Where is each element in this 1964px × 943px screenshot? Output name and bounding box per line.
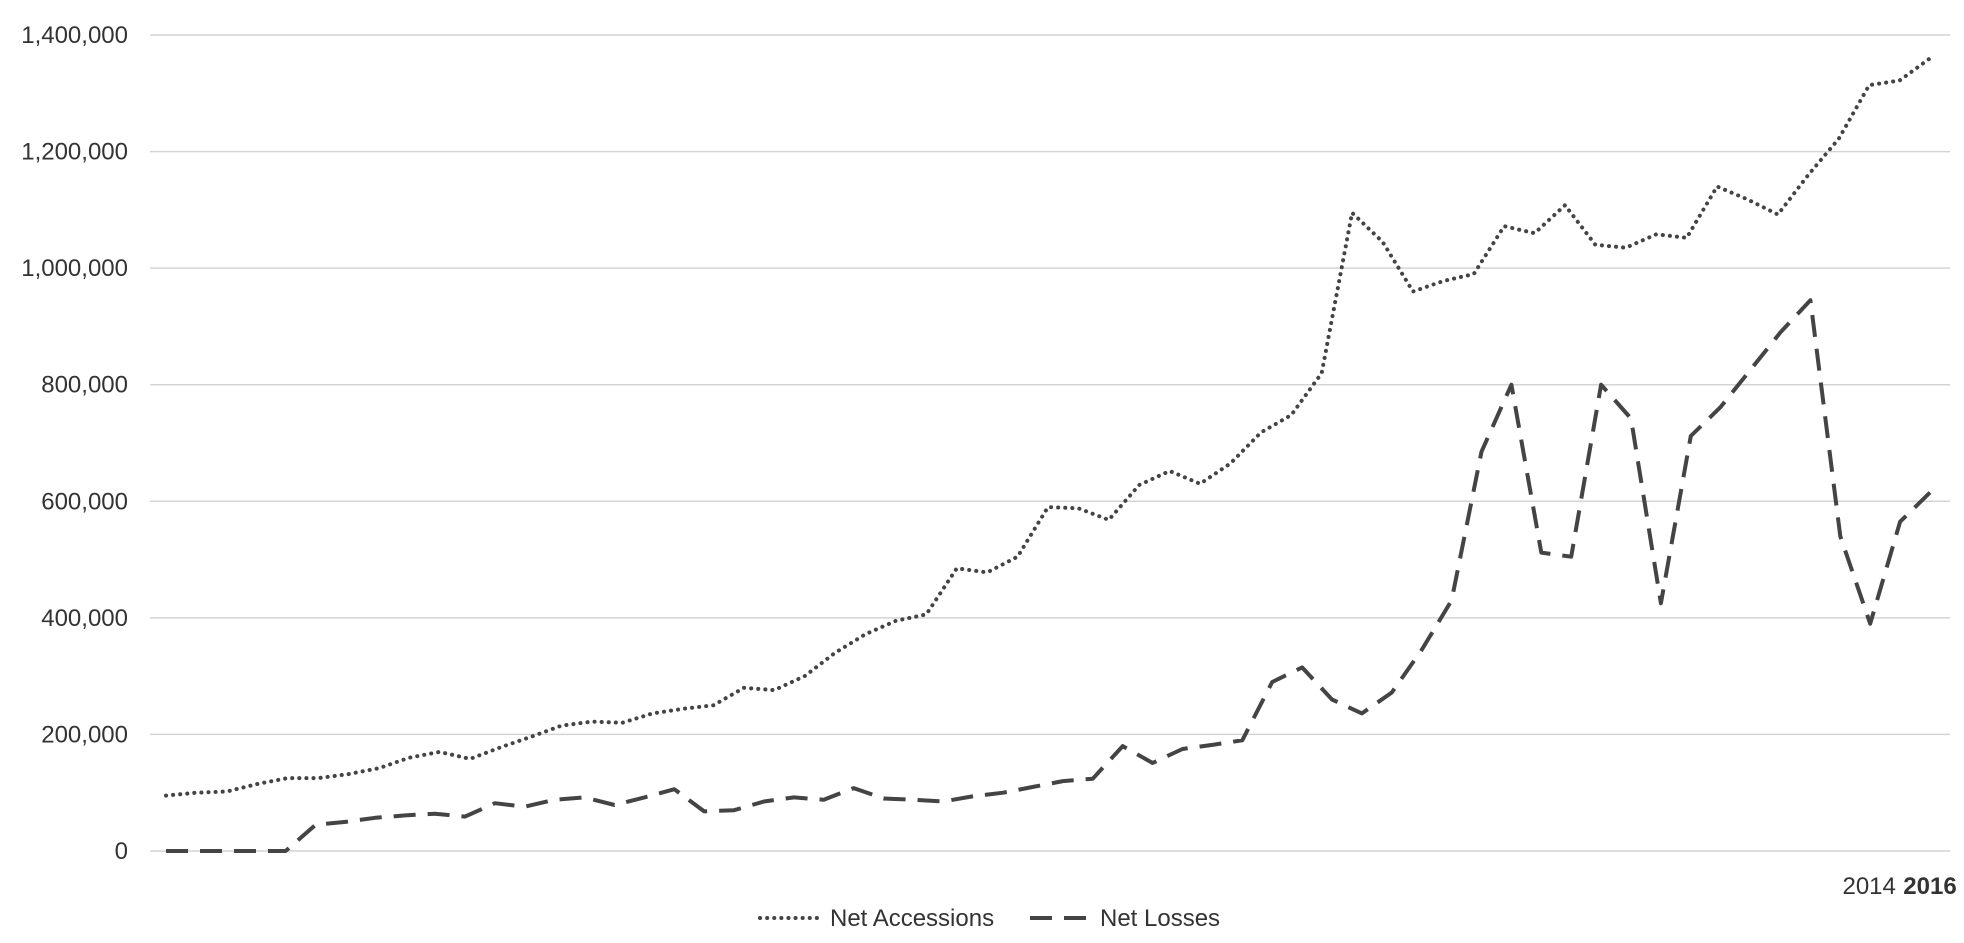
y-tick-label: 1,400,000 (21, 22, 128, 49)
y-tick-label: 400,000 (41, 605, 128, 632)
series-layer (164, 56, 1932, 853)
series-line-net-losses (166, 298, 1932, 853)
y-tick-label: 1,200,000 (21, 139, 128, 166)
legend-label: Net Accessions (830, 905, 994, 932)
grid-layer (150, 34, 1950, 852)
series-line-net-accessions (164, 56, 1932, 798)
y-axis-ticks: 0 200,000 400,000 600,000 800,000 1,000,000 1,… (21, 22, 128, 865)
x-axis-ticks: 2014 2016 (1842, 873, 1956, 900)
x-tick-label: 2014 (1842, 873, 1895, 900)
legend-label: Net Losses (1100, 905, 1220, 932)
y-tick-label: 0 (115, 838, 128, 865)
legend: Net Accessions Net Losses (758, 905, 1220, 932)
y-tick-label: 800,000 (41, 372, 128, 399)
y-tick-label: 200,000 (41, 721, 128, 748)
y-tick-label: 1,000,000 (21, 255, 128, 282)
x-tick-label: 2016 (1903, 873, 1956, 900)
y-tick-label: 600,000 (41, 488, 128, 515)
